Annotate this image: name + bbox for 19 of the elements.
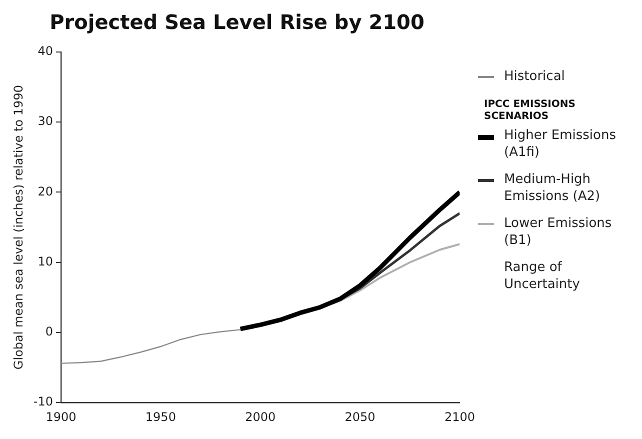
x-tick-label: 2100: [444, 410, 476, 424]
y-tick-label: -10: [33, 394, 53, 409]
y-tick-label: 10: [38, 254, 53, 268]
y-tick-label: 30: [38, 114, 53, 128]
x-tick-label: 1950: [145, 410, 176, 424]
legend-label: Historical: [504, 68, 565, 85]
legend-label: Medium-High Emissions (A2): [504, 171, 602, 205]
y-tick-label: 40: [38, 44, 53, 58]
x-tick-label: 1900: [46, 410, 76, 424]
legend-label: Lower Emissions (B1): [504, 215, 613, 249]
x-tick-label: 2050: [344, 410, 376, 424]
y-tick-label: 0: [45, 324, 53, 339]
x-tick-label: 2000: [245, 410, 276, 424]
y-axis-title: Global mean sea level (inches) relative to 1990: [11, 85, 26, 370]
legend-label: Higher Emissions (A1fi): [504, 127, 617, 161]
y-tick-label: 20: [38, 184, 53, 198]
chart-title: Projected Sea Level Rise by 2100: [50, 10, 424, 34]
text: Range of Uncertainty: [504, 259, 581, 293]
legend-title: IPCC EMISSIONS SCENARIOS: [484, 99, 576, 123]
